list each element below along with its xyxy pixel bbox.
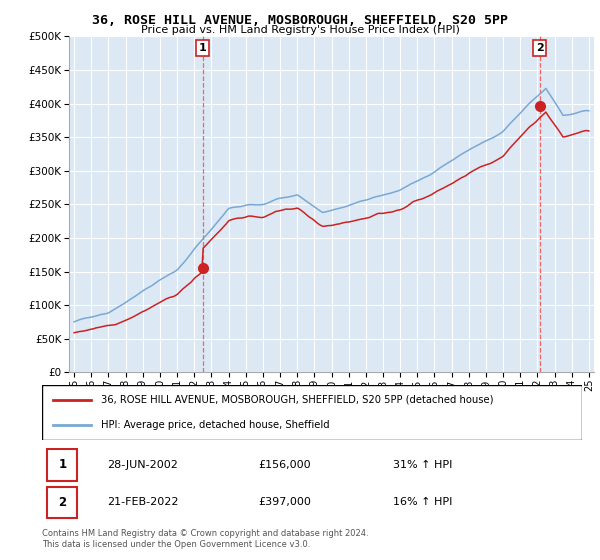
Text: 21-FEB-2022: 21-FEB-2022 bbox=[107, 497, 178, 507]
FancyBboxPatch shape bbox=[47, 487, 77, 519]
Text: HPI: Average price, detached house, Sheffield: HPI: Average price, detached house, Shef… bbox=[101, 420, 330, 430]
Text: Contains HM Land Registry data © Crown copyright and database right 2024.
This d: Contains HM Land Registry data © Crown c… bbox=[42, 529, 368, 549]
Text: Price paid vs. HM Land Registry's House Price Index (HPI): Price paid vs. HM Land Registry's House … bbox=[140, 25, 460, 35]
Text: 28-JUN-2002: 28-JUN-2002 bbox=[107, 460, 178, 470]
Text: 16% ↑ HPI: 16% ↑ HPI bbox=[393, 497, 452, 507]
Text: 31% ↑ HPI: 31% ↑ HPI bbox=[393, 460, 452, 470]
Text: 36, ROSE HILL AVENUE, MOSBOROUGH, SHEFFIELD, S20 5PP: 36, ROSE HILL AVENUE, MOSBOROUGH, SHEFFI… bbox=[92, 14, 508, 27]
Text: 2: 2 bbox=[58, 496, 67, 509]
Text: 2: 2 bbox=[536, 43, 544, 53]
Text: 1: 1 bbox=[199, 43, 206, 53]
Text: £156,000: £156,000 bbox=[258, 460, 311, 470]
FancyBboxPatch shape bbox=[47, 449, 77, 480]
Text: 1: 1 bbox=[58, 458, 67, 471]
Text: £397,000: £397,000 bbox=[258, 497, 311, 507]
Text: 36, ROSE HILL AVENUE, MOSBOROUGH, SHEFFIELD, S20 5PP (detached house): 36, ROSE HILL AVENUE, MOSBOROUGH, SHEFFI… bbox=[101, 395, 494, 404]
